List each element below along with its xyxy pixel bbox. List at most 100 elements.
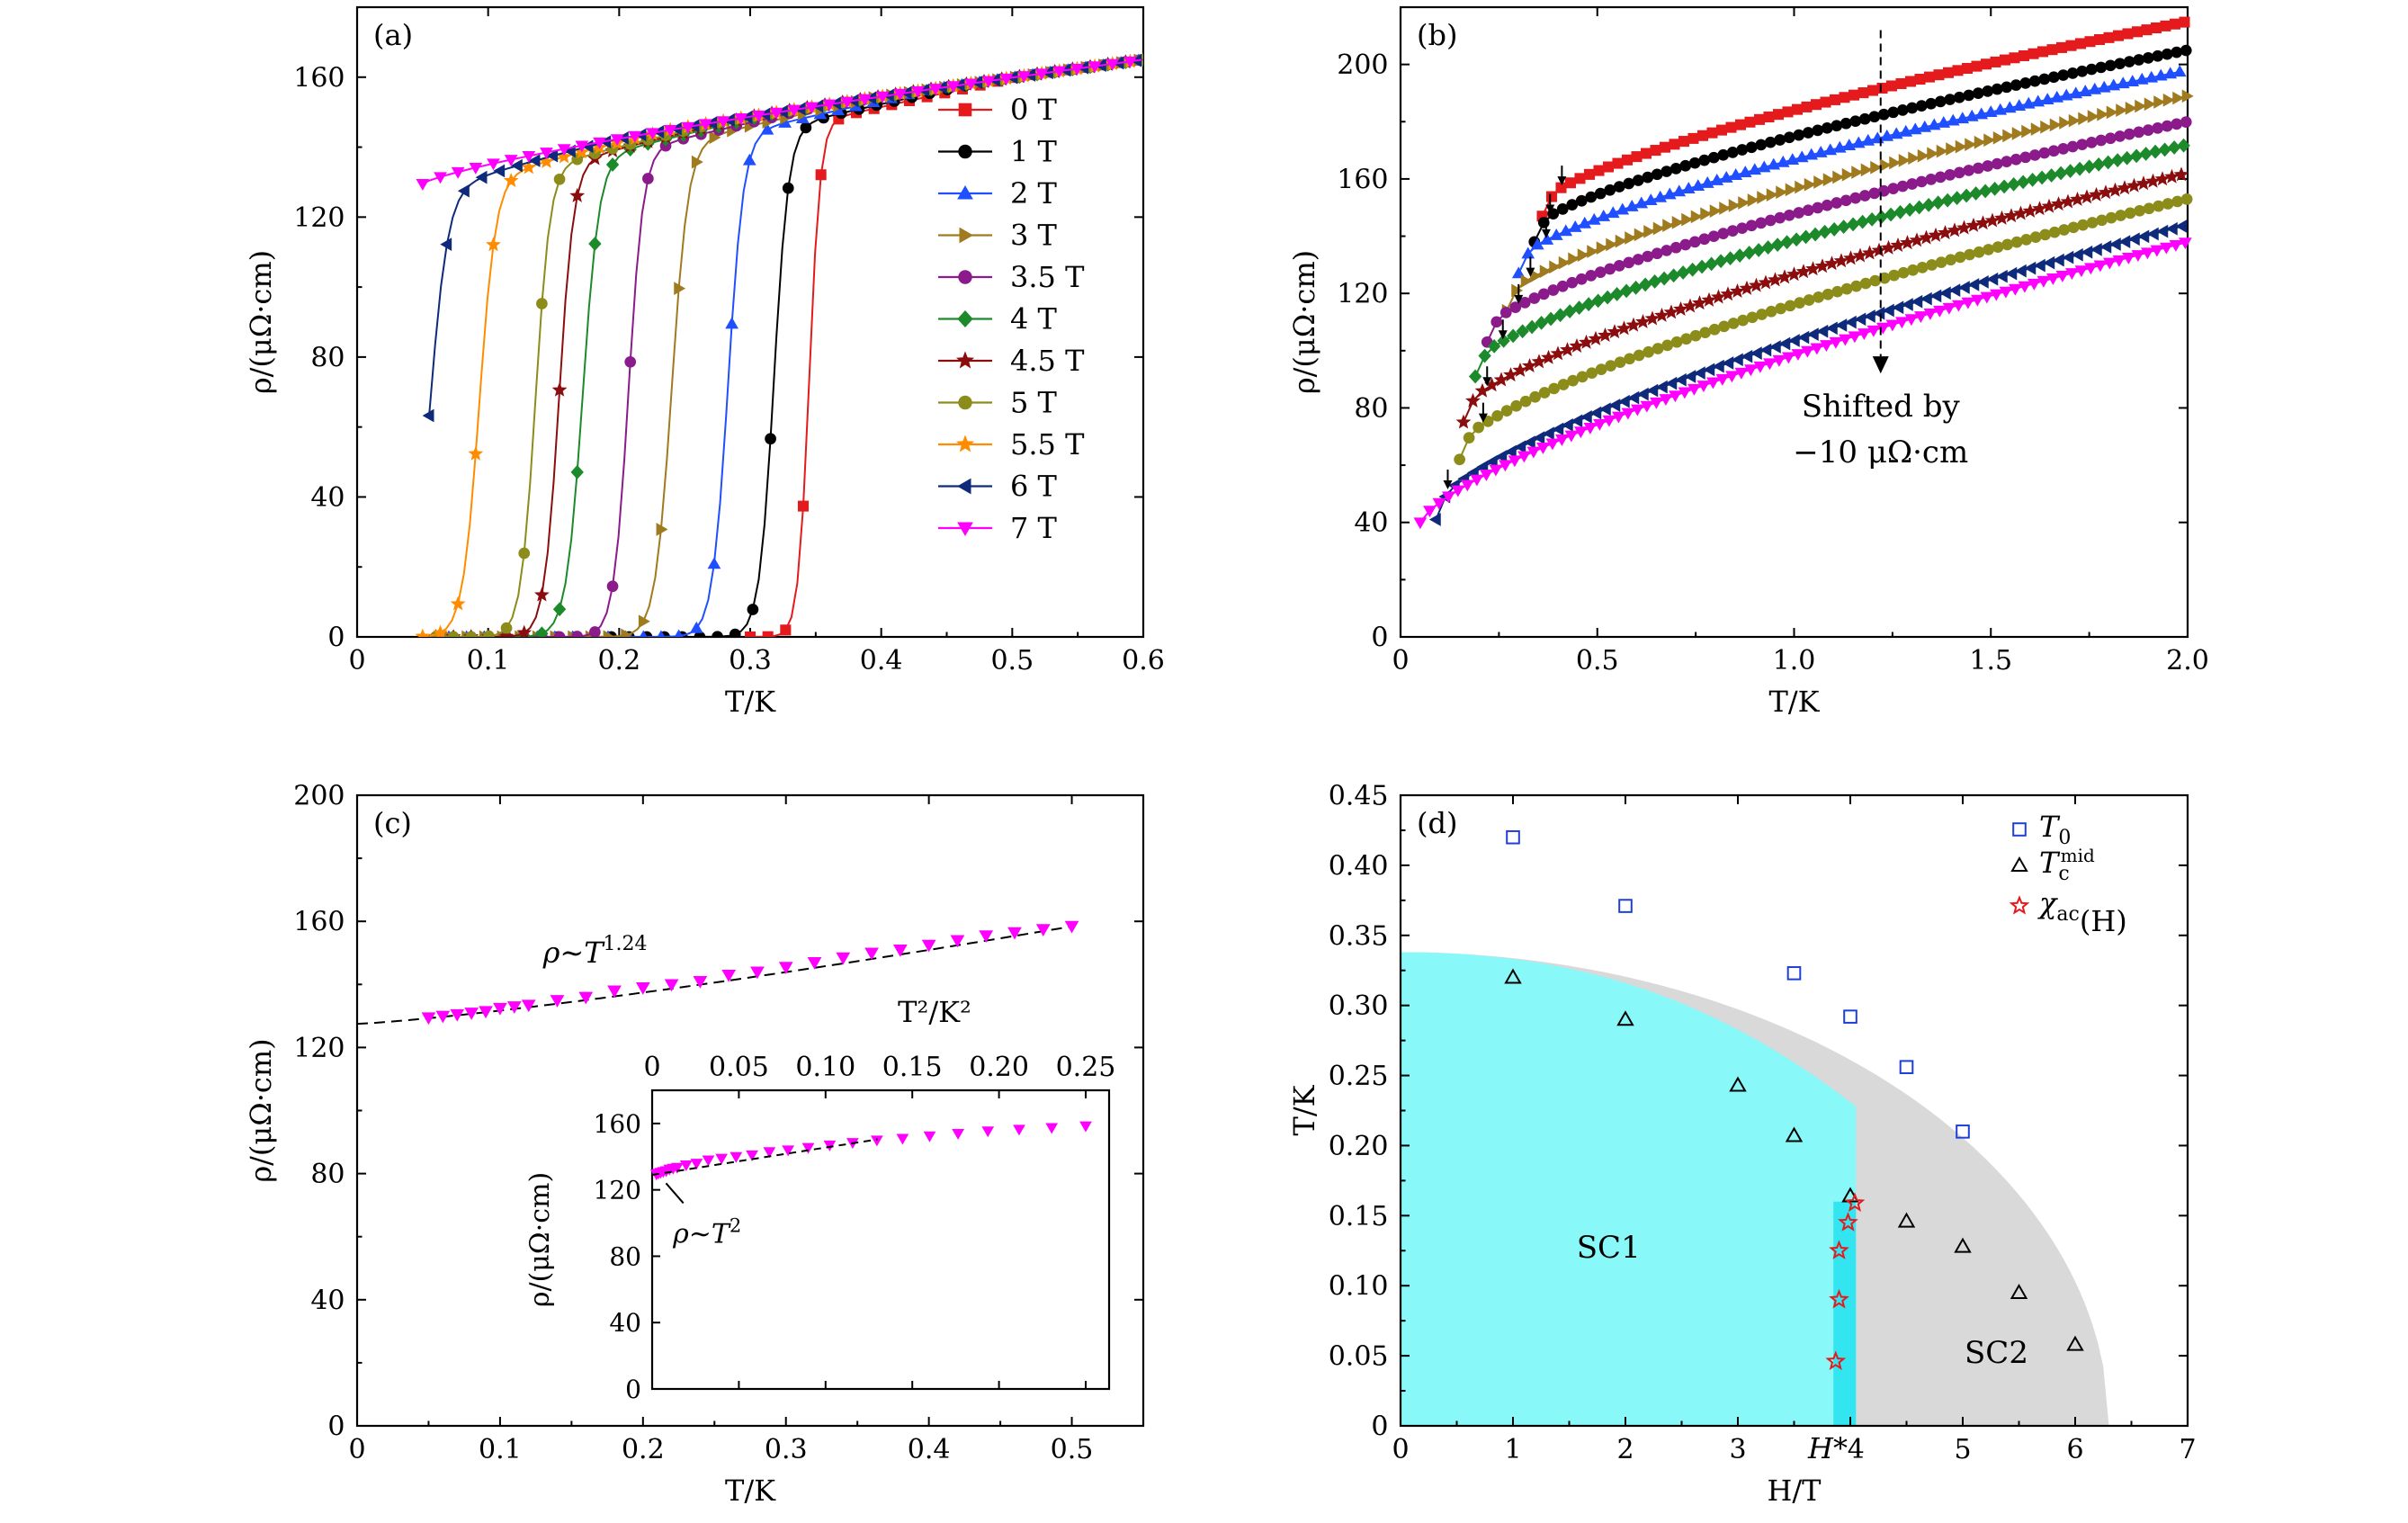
data-point [2131,26,2144,38]
inset-fit-label-exponent: 2 [730,1215,741,1237]
data-point [1942,302,1956,315]
data-point [1986,272,1999,286]
data-point [1739,280,1755,295]
data-point [1650,145,1661,157]
data-point [1934,95,1947,108]
fit-label: ρ∼T1.24 [542,933,648,970]
data-point [1517,451,1531,463]
data-point [1912,200,1926,215]
data-point [1808,227,1822,242]
data-point [1547,284,1560,296]
data-point [1701,291,1717,307]
data-point [1900,235,1915,250]
data-point [1896,104,1909,116]
data-point [2066,67,2079,79]
data-point [1839,92,1850,103]
data-point [979,930,994,943]
data-point [1634,228,1646,242]
data-point [1575,194,1588,207]
data-point [1606,237,1618,252]
data-point [1561,418,1573,432]
data-point [2114,130,2126,142]
inset-data-point [746,1150,758,1161]
legend-sup: mid [2061,845,2095,866]
x-tick-label: 0 [348,1434,365,1465]
data-point [1950,191,1964,205]
data-point [1729,168,1743,180]
x-axis-label: T/K [1768,685,1820,719]
legend-marker [957,522,973,537]
data-point [1814,258,1831,273]
inset-fit-label-base: ρ∼T [672,1219,731,1250]
legend-label: 0 T [1010,93,1058,127]
data-point [2114,58,2126,70]
data-point [1586,367,1598,380]
data-point [1756,309,1768,320]
data-point [1720,286,1736,301]
data-point [621,628,633,637]
data-point [1992,241,2004,253]
y-tick-label: 40 [310,482,345,514]
data-point [716,116,730,129]
data-point [2093,33,2106,46]
data-point [1432,497,1446,510]
data-point [2123,56,2135,67]
data-point [2105,211,2117,224]
data-point [1865,211,1879,227]
legend-label: 5.5 T [1010,427,1085,461]
data-point [1782,106,1794,118]
plot-frame [1399,5,2189,639]
data-point [1887,183,1900,194]
data-point [1994,210,2010,225]
data-point [2152,122,2164,134]
data-point [1730,283,1745,299]
data-point [1442,491,1455,504]
data-point [1709,204,1722,218]
inset-x-tick-label: 0.15 [882,1052,943,1083]
data-point [1860,163,1873,177]
data-point [1734,119,1747,130]
data-point [1749,277,1764,292]
y-tick-label: 120 [293,202,345,234]
data-point [2066,1335,2084,1351]
kink-arrow-head [1545,204,1555,214]
data-point [1530,237,1544,250]
series-b-4p5T [1455,166,2189,429]
legend-label: 1 T [1010,135,1058,169]
data-point [1499,307,1512,318]
kink-arrow-head [1541,228,1551,238]
data-point [1597,209,1611,221]
data-point [553,631,566,637]
data-point [1866,325,1881,337]
data-point [1643,345,1654,358]
data-point [2085,63,2098,76]
data-point [2146,227,2159,241]
data-point [2131,250,2145,263]
data-point [1493,372,1509,387]
inset-data-point [782,1145,795,1157]
data-point [1686,262,1699,277]
data-point [1737,314,1749,327]
data-point [504,155,518,167]
data-point [2142,124,2154,136]
data-point [2055,41,2068,53]
data-point [1848,89,1860,101]
data-point [2003,208,2019,223]
data-point [1889,127,1903,139]
data-point [1805,261,1821,276]
data-point [2167,140,2181,155]
data-point [2153,95,2166,109]
data-point [1885,80,1898,92]
data-point [1627,390,1640,405]
data-point [1566,276,1579,289]
data-point [1911,294,1923,309]
data-point [1655,380,1668,394]
data-point [1799,229,1813,245]
x-tick-label: 2 [1616,1434,1634,1465]
data-point [2116,76,2130,89]
data-point [744,631,756,637]
data-point [1973,246,1985,258]
data-point [2085,136,2098,148]
data-point [1562,304,1577,318]
data-point [1859,277,1872,290]
